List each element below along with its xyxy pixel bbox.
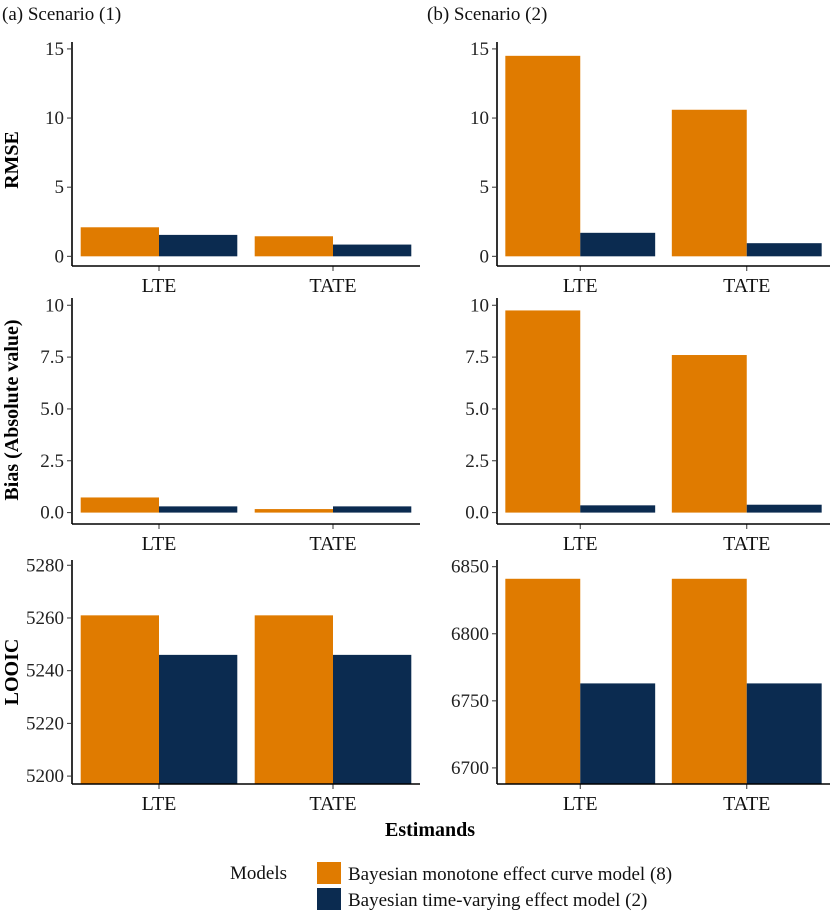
- y-tick-label-rmse-s2-0: 0: [480, 246, 490, 267]
- bar-rmse-s1-tate-model-8: [254, 236, 333, 257]
- legend-swatch-model-2: [317, 888, 341, 910]
- x-tick-label-looic-s2-tate: TATE: [723, 793, 770, 815]
- bar-bias-s2-lte-model-2: [580, 505, 656, 513]
- y-tick-label-bias-s2-1: 2.5: [465, 451, 489, 472]
- chart-rmse-s2: LTE TATE 0 5 10 15: [470, 39, 830, 297]
- y-tick-label-looic-s2-1: 6750: [451, 691, 489, 712]
- y-tick-label-rmse-s1-2: 10: [45, 108, 64, 129]
- bar-bias-s1-lte-model-8: [80, 497, 159, 513]
- y-tick-label-bias-s1-1: 2.5: [40, 451, 64, 472]
- y-tick-label-bias-s2-3: 7.5: [465, 347, 489, 368]
- x-tick-label-rmse-s2-lte: LTE: [563, 275, 598, 297]
- bar-bias-s1-tate-model-8: [254, 509, 333, 513]
- bar-rmse-s1-tate-model-2: [333, 244, 412, 257]
- panel-title-left: (a) Scenario (1): [2, 4, 121, 25]
- x-tick-label-rmse-s1-lte: LTE: [142, 275, 177, 297]
- y-tick-label-looic-s2-2: 6800: [451, 624, 489, 645]
- y-label-bias: Bias (Absolute value): [1, 319, 23, 500]
- bar-rmse-s2-lte-model-8: [505, 55, 581, 257]
- y-tick-label-bias-s1-4: 10: [45, 295, 64, 316]
- y-label-looic: LOOIC: [1, 639, 23, 706]
- bar-looic-s1-lte-model-8: [80, 615, 159, 784]
- bar-rmse-s1-lte-model-2: [159, 234, 238, 257]
- y-tick-label-rmse-s2-3: 15: [470, 39, 489, 60]
- x-tick-label-bias-s1-lte: LTE: [142, 533, 177, 555]
- x-tick-label-rmse-s2-tate: TATE: [723, 275, 770, 297]
- y-tick-label-bias-s2-2: 5.0: [465, 399, 489, 420]
- bar-looic-s1-tate-model-2: [333, 654, 412, 784]
- y-tick-label-looic-s1-0: 5200: [26, 766, 64, 787]
- y-label-rmse: RMSE: [1, 131, 23, 189]
- bar-bias-s2-tate-model-8: [671, 355, 747, 513]
- bar-looic-s2-lte-model-8: [505, 578, 581, 784]
- bar-looic-s2-tate-model-2: [746, 683, 822, 784]
- x-tick-label-bias-s1-tate: TATE: [309, 533, 356, 555]
- x-tick-label-bias-s2-tate: TATE: [723, 533, 770, 555]
- y-tick-label-rmse-s2-1: 5: [480, 177, 490, 198]
- y-tick-label-rmse-s2-2: 10: [470, 108, 489, 129]
- bar-looic-s2-tate-model-8: [671, 578, 747, 784]
- chart-bias-s1: LTE TATE 0.0 2.5 5.0 7.5 10: [40, 295, 420, 555]
- y-tick-label-looic-s1-1: 5220: [26, 713, 64, 734]
- legend-title: Models: [230, 863, 287, 884]
- bar-looic-s2-lte-model-2: [580, 683, 656, 784]
- y-tick-label-rmse-s1-3: 15: [45, 39, 64, 60]
- chart-looic-s2: LTE TATE 6700 6750 6800 6850: [451, 557, 830, 815]
- y-tick-label-looic-s2-3: 6850: [451, 557, 489, 578]
- x-tick-label-looic-s1-lte: LTE: [142, 793, 177, 815]
- legend-label-model-2: Bayesian time-varying effect model (2): [348, 890, 647, 911]
- bar-rmse-s2-lte-model-2: [580, 232, 656, 257]
- bar-rmse-s1-lte-model-8: [80, 227, 159, 257]
- y-tick-label-rmse-s1-0: 0: [55, 246, 65, 267]
- legend-label-model-8: Bayesian monotone effect curve model (8): [348, 864, 672, 885]
- y-tick-label-looic-s2-0: 6700: [451, 758, 489, 779]
- y-tick-label-looic-s1-3: 5260: [26, 608, 64, 629]
- bar-bias-s2-lte-model-8: [505, 310, 581, 513]
- panel-title-right: (b) Scenario (2): [427, 4, 547, 25]
- x-tick-label-bias-s2-lte: LTE: [563, 533, 598, 555]
- x-axis-title: Estimands: [385, 819, 475, 841]
- bar-bias-s2-tate-model-2: [746, 504, 822, 513]
- chart-looic-s1: LTE TATE 5200 5220 5240 5260 5280: [26, 555, 420, 815]
- bar-rmse-s2-tate-model-8: [671, 109, 747, 257]
- chart-rmse-s1: LTE TATE 0 5 10 15: [45, 39, 420, 297]
- y-tick-label-looic-s1-4: 5280: [26, 555, 64, 576]
- y-tick-label-looic-s1-2: 5240: [26, 661, 64, 682]
- bar-bias-s1-tate-model-2: [333, 506, 412, 513]
- legend-swatch-model-8: [317, 862, 341, 884]
- bar-rmse-s2-tate-model-2: [746, 243, 822, 257]
- y-tick-label-rmse-s1-1: 5: [55, 177, 65, 198]
- chart-bias-s2: LTE TATE 0.0 2.5 5.0 7.5 10: [465, 295, 830, 555]
- x-tick-label-looic-s2-lte: LTE: [563, 793, 598, 815]
- y-tick-label-bias-s1-0: 0.0: [40, 503, 64, 524]
- y-tick-label-bias-s2-4: 10: [470, 295, 489, 316]
- x-tick-label-looic-s1-tate: TATE: [309, 793, 356, 815]
- bar-looic-s1-tate-model-8: [254, 615, 333, 784]
- bar-looic-s1-lte-model-2: [159, 654, 238, 784]
- bar-bias-s1-lte-model-2: [159, 506, 238, 513]
- y-tick-label-bias-s1-2: 5.0: [40, 399, 64, 420]
- legend: Models Bayesian monotone effect curve mo…: [230, 862, 672, 911]
- y-tick-label-bias-s1-3: 7.5: [40, 347, 64, 368]
- plot-area: LTE TATE 0 5 10 15 LTE TATE 0 5 10 15 LTE TATE 0.0 2.5 5…: [26, 39, 830, 815]
- x-tick-label-rmse-s1-tate: TATE: [309, 275, 356, 297]
- y-tick-label-bias-s2-0: 0.0: [465, 503, 489, 524]
